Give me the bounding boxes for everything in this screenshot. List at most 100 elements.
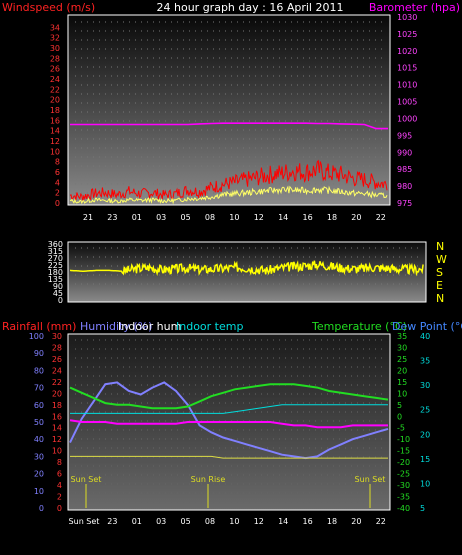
humidity-ytick: 100 [29,332,44,341]
temp-ytick: 30 [397,343,407,352]
indoor-hum-line [69,419,388,429]
time-tick: 12 [254,213,264,222]
axis-ticks: 0246810121416182022242628303234975980985… [29,13,430,526]
baro-ytick: 1005 [397,98,417,107]
windspeed-axis-label: Windspeed (m/s) [2,1,95,14]
sun-label: Sun Set [71,475,102,484]
data-series [69,122,424,508]
bottom-time-tick: 18 [327,517,337,526]
temp-ytick: -30 [397,481,410,490]
bottom-time-tick: Sun Set [69,517,100,526]
humidity-ytick: 40 [34,435,44,444]
baro-ytick: 1020 [397,47,417,56]
time-tick: 16 [303,213,313,222]
indoor-temp-label: Indoor temp [176,320,243,333]
temp-ytick: 10 [397,389,407,398]
temp-ytick: 15 [397,378,407,387]
rain-ytick: 22 [52,378,62,387]
barometer-axis-label: Barometer (hpa) [369,1,460,14]
rainfall-label: Rainfall (mm) [2,320,76,333]
baro-ytick: 990 [397,148,412,157]
temp-ytick: -5 [397,424,405,433]
indoor-temp-line [70,404,388,414]
baro-ytick: 1030 [397,13,417,22]
direction-ytick: 0 [58,296,63,305]
humidity-ytick: 0 [39,504,44,513]
wind-ytick: 20 [50,96,60,105]
baro-ytick: 980 [397,182,412,191]
temperature-line [69,383,389,410]
rain-ytick: 8 [57,458,62,467]
time-tick: 20 [351,213,361,222]
temp-ytick: 0 [397,412,402,421]
wind-ytick: 22 [50,85,60,94]
compass-letter: S [436,266,443,279]
compass-letter: W [436,253,447,266]
dew-ytick: 20 [420,430,430,439]
temp-ytick: 5 [397,401,402,410]
bottom-time-tick: 16 [303,517,313,526]
wind-ytick: 30 [50,44,60,53]
time-tick: 01 [132,213,142,222]
temp-ytick: 25 [397,355,407,364]
wind-ytick: 18 [50,106,60,115]
rain-ytick: 4 [57,481,62,490]
rain-ytick: 28 [52,343,62,352]
temp-ytick: -20 [397,458,410,467]
direction-ytick: 135 [48,275,63,284]
rain-ytick: 30 [52,332,62,341]
temp-ytick: -40 [397,504,410,513]
rain-ytick: 0 [57,504,62,513]
wind-ytick: 4 [55,178,60,187]
dew-ytick: 5 [420,504,425,513]
humidity-line [69,381,389,460]
wind-ytick: 2 [55,189,60,198]
time-tick: 18 [327,213,337,222]
time-tick: 10 [229,213,239,222]
temp-ytick: -10 [397,435,410,444]
humidity-ytick: 60 [34,401,44,410]
baro-ytick: 1015 [397,64,417,73]
rain-ytick: 18 [52,401,62,410]
temp-ytick: -15 [397,447,410,456]
sun-label: Sun Rise [191,475,226,484]
direction-ytick: 90 [53,282,63,291]
time-tick: 21 [83,213,93,222]
rain-ytick: 2 [57,493,62,502]
dew-ytick: 35 [420,357,430,366]
temp-ytick: 20 [397,366,407,375]
wind-ytick: 14 [50,127,60,136]
baro-ytick: 975 [397,199,412,208]
rain-ytick: 6 [57,470,62,479]
wind-ytick: 12 [50,137,60,146]
wind-ytick: 6 [55,168,60,177]
humidity-ytick: 30 [34,452,44,461]
dew-ytick: 30 [420,381,430,390]
wind-ytick: 34 [50,23,60,32]
dew-ytick: 15 [420,455,430,464]
wind-ytick: 32 [50,34,60,43]
wind-ytick: 10 [50,147,60,156]
baro-ytick: 995 [397,131,412,140]
wind-ytick: 0 [55,199,60,208]
baro-ytick: 1025 [397,30,417,39]
rain-ytick: 10 [52,447,62,456]
windspeed-line [69,159,388,201]
wind-ytick: 26 [50,65,60,74]
time-tick: 03 [156,213,166,222]
wind-ytick: 28 [50,54,60,63]
rain-ytick: 14 [52,424,62,433]
temp-ytick: -25 [397,470,410,479]
bottom-time-tick: 20 [351,517,361,526]
time-tick: 08 [205,213,215,222]
wind-ytick: 24 [50,75,60,84]
temp-ytick: 35 [397,332,407,341]
gust-line [69,185,388,205]
rain-ytick: 24 [52,366,62,375]
bottom-time-tick: 03 [156,517,166,526]
bottom-time-tick: 12 [254,517,264,526]
bottom-time-tick: 23 [107,517,117,526]
hum-line-line [70,455,388,459]
